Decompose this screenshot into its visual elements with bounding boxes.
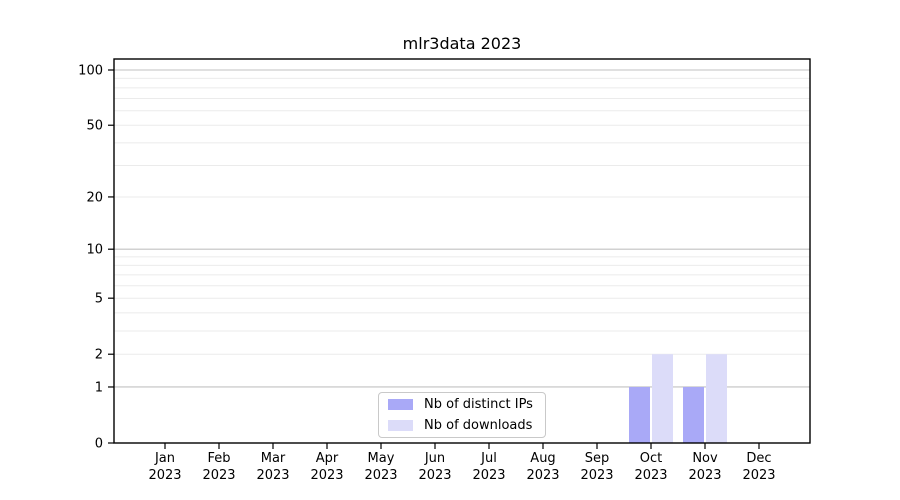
x-tick-label-year: 2023 <box>256 468 289 483</box>
x-tick-label-year: 2023 <box>364 468 397 483</box>
bar-downloads <box>652 354 673 443</box>
chart-title: mlr3data 2023 <box>402 34 522 53</box>
y-tick-label: 0 <box>95 437 103 452</box>
legend-swatch-downloads-icon <box>388 420 413 431</box>
x-tick-label-month: Jul <box>480 451 497 466</box>
legend-swatch-distinct-ips-icon <box>388 399 413 410</box>
x-tick-label-month: Jun <box>424 451 445 466</box>
x-tick-label-month: Jan <box>154 451 175 466</box>
x-tick-label-month: May <box>368 451 395 466</box>
x-tick-label-year: 2023 <box>310 468 343 483</box>
x-tick-label-year: 2023 <box>148 468 181 483</box>
x-tick-label-month: Nov <box>692 451 718 466</box>
x-tick-label-year: 2023 <box>688 468 721 483</box>
x-tick-label-month: Aug <box>530 451 555 466</box>
y-tick-label: 10 <box>86 243 103 258</box>
x-tick-label-month: Mar <box>261 451 286 466</box>
plot-border <box>113 58 811 444</box>
x-tick-label-month: Dec <box>746 451 771 466</box>
y-tick-label: 2 <box>95 348 103 363</box>
legend: Nb of distinct IPs Nb of downloads <box>378 392 546 438</box>
bar-distinct-ips <box>683 386 704 443</box>
x-tick-label-month: Oct <box>640 451 662 466</box>
x-tick-label-month: Feb <box>207 451 230 466</box>
x-tick-label-year: 2023 <box>418 468 451 483</box>
legend-label-distinct-ips: Nb of distinct IPs <box>424 397 533 412</box>
legend-item-downloads: Nb of downloads <box>388 418 536 433</box>
y-tick-label: 1 <box>95 380 103 395</box>
x-tick-label-year: 2023 <box>202 468 235 483</box>
legend-label-downloads: Nb of downloads <box>424 418 533 433</box>
x-tick-label-year: 2023 <box>634 468 667 483</box>
bar-distinct-ips <box>629 386 650 443</box>
bar-downloads <box>706 354 727 443</box>
y-tick-label: 50 <box>86 119 103 134</box>
x-tick-label-year: 2023 <box>742 468 775 483</box>
x-tick-label-year: 2023 <box>472 468 505 483</box>
legend-item-distinct-ips: Nb of distinct IPs <box>388 397 536 412</box>
x-tick-label-year: 2023 <box>526 468 559 483</box>
x-tick-label-year: 2023 <box>580 468 613 483</box>
y-tick-label: 5 <box>95 292 103 307</box>
x-tick-label-month: Apr <box>316 451 339 466</box>
y-tick-label: 100 <box>78 64 103 79</box>
y-tick-label: 20 <box>86 190 103 205</box>
x-tick-label-month: Sep <box>585 451 610 466</box>
